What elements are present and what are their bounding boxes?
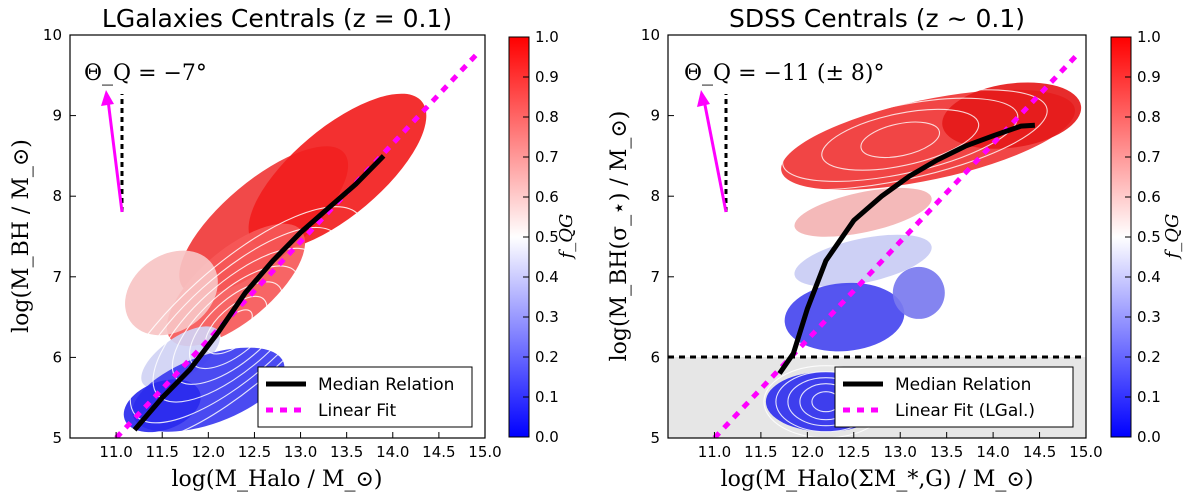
colorbar-tick-label: 0.0	[535, 428, 559, 446]
y-tick-label: 9	[650, 107, 660, 125]
y-tick-label: 10	[641, 26, 660, 44]
x-tick-label: 15.0	[1069, 443, 1102, 461]
y-axis: 5 6 7 8 9 10	[641, 26, 674, 447]
x-axis: 11.0 11.5 12.0 12.5 13.0 13.5 14.0 14.5 15.0	[99, 432, 502, 461]
colorbar-tick-label: 0.1	[535, 388, 559, 406]
plot-frame	[69, 34, 486, 439]
theta-annotation: Θ_Q = −7°	[84, 61, 207, 86]
colorbar-tick-label: 1.0	[535, 28, 559, 46]
chart-title: LGalaxies Centrals (z = 0.1)	[102, 4, 452, 33]
colorbar-tick-label: 0.9	[535, 68, 559, 86]
panel-lgalaxies: LGalaxies Centrals (z = 0.1) 11.0 11.5 12.…	[9, 4, 577, 492]
colorbar-tick-label: 0.0	[1137, 428, 1161, 446]
contour-line	[860, 121, 941, 159]
colorbar-tick-label: 0.3	[535, 308, 559, 326]
y-tick-label: 5	[650, 429, 660, 447]
x-tick-label: 11.5	[744, 443, 777, 461]
theta-annotation: Θ_Q = −11 (± 8)°	[684, 61, 885, 86]
legend-median-label: Median Relation	[895, 375, 1031, 395]
colorbar-tick-label: 0.6	[1137, 188, 1161, 206]
median-relation-line	[132, 154, 386, 432]
colorbar-tick-label: 0.8	[535, 108, 559, 126]
colorbar-tick-label: 0.3	[1137, 308, 1161, 326]
density-cloud	[106, 53, 478, 438]
legend: Median Relation Linear Fit (LGal.)	[834, 366, 1074, 428]
colorbar-tick-label: 0.6	[535, 188, 559, 206]
legend-fit-label: Linear Fit (LGal.)	[895, 401, 1035, 421]
x-tick-label: 11.0	[99, 443, 132, 461]
colorbar-tick-label: 1.0	[1137, 28, 1161, 46]
colorbar-tick-label: 0.5	[1137, 228, 1161, 246]
y-tick-label: 7	[52, 268, 62, 286]
y-axis: 5 6 7 8 9 10	[43, 26, 76, 447]
colorbar-tick-label: 0.4	[1137, 268, 1161, 286]
x-tick-label: 14.0	[376, 443, 409, 461]
x-tick-label: 13.0	[284, 443, 317, 461]
y-tick-label: 5	[52, 429, 62, 447]
density-region	[794, 234, 932, 287]
legend-fit-label: Linear Fit	[318, 401, 397, 421]
colorbar-tick-label: 0.7	[535, 148, 559, 166]
x-tick-label: 14.0	[976, 443, 1009, 461]
angle-arrow	[101, 90, 124, 213]
x-tick-label: 13.5	[930, 443, 963, 461]
x-axis-label: log(M_Halo(ΣM_*,G) / M_⊙)	[721, 467, 1034, 492]
colorbar-tick-label: 0.4	[535, 268, 559, 286]
x-tick-label: 12.0	[791, 443, 824, 461]
density-region	[248, 93, 427, 251]
x-tick-label: 14.5	[422, 443, 455, 461]
contour-line	[171, 265, 301, 385]
x-tick-label: 13.0	[884, 443, 917, 461]
y-tick-label: 8	[52, 187, 62, 205]
y-tick-label: 10	[43, 26, 62, 44]
y-tick-label: 7	[650, 268, 660, 286]
x-tick-label: 12.5	[837, 443, 870, 461]
x-tick-label: 12.5	[238, 443, 271, 461]
colorbar-tick-label: 0.9	[1137, 68, 1161, 86]
density-region	[892, 266, 945, 319]
chart-title: SDSS Centrals (z ~ 0.1)	[729, 4, 1025, 33]
y-tick-label: 8	[650, 187, 660, 205]
density-region	[141, 326, 221, 389]
colorbar-tick-label: 0.7	[1137, 148, 1161, 166]
median-relation-line	[777, 122, 1036, 375]
colorbar-tick-label: 0.2	[1137, 348, 1161, 366]
colorbar-label: f_QG	[1162, 214, 1183, 261]
colorbar: 0.0 0.1 0.2 0.3 0.4 0.5 0.6 0.7 0.8 0.9 1.0 f_QG	[1110, 28, 1183, 446]
y-axis-label: log(M_BH(σ_⋆) / M_⊙)	[607, 111, 632, 362]
contour-line	[204, 295, 268, 355]
linear-fit-line	[114, 53, 478, 438]
colorbar: 0.0 0.1 0.2 0.3 0.4 0.5 0.6 0.7 0.8 0.9 1.0 f_QG	[508, 28, 577, 446]
density-region	[125, 250, 218, 336]
contour-line	[821, 108, 980, 171]
y-tick-label: 6	[52, 348, 62, 366]
y-tick-label: 9	[52, 107, 62, 125]
x-tick-label: 12.0	[192, 443, 225, 461]
x-tick-label: 11.0	[698, 443, 731, 461]
contour-line	[782, 97, 1019, 182]
y-axis-label: log(M_BH / M_⊙)	[9, 139, 34, 333]
legend: Median Relation Linear Fit	[257, 366, 473, 428]
panel-sdss: SDSS Centrals (z ~ 0.1) 11.0 11.5 12.0 12.5…	[607, 4, 1183, 492]
plot-frame	[667, 34, 1087, 439]
colorbar-tick-label: 0.2	[535, 348, 559, 366]
colorbar-label: f_QG	[556, 214, 577, 261]
x-tick-label: 11.5	[146, 443, 179, 461]
x-axis: 11.0 11.5 12.0 12.5 13.0 13.5 14.0 14.5 15.0	[698, 432, 1103, 461]
x-tick-label: 13.5	[330, 443, 363, 461]
linear-fit-line	[712, 53, 1079, 438]
colorbar-tick-label: 0.8	[1137, 108, 1161, 126]
x-tick-label: 15.0	[468, 443, 501, 461]
colorbar-tick-label: 0.1	[1137, 388, 1161, 406]
colorbar-tick-label: 0.5	[535, 228, 559, 246]
x-axis-label: log(M_Halo / M_⊙)	[172, 467, 383, 492]
angle-arrow	[697, 90, 728, 213]
legend-median-label: Median Relation	[318, 375, 454, 395]
y-tick-label: 6	[650, 348, 660, 366]
x-tick-label: 14.5	[1023, 443, 1056, 461]
